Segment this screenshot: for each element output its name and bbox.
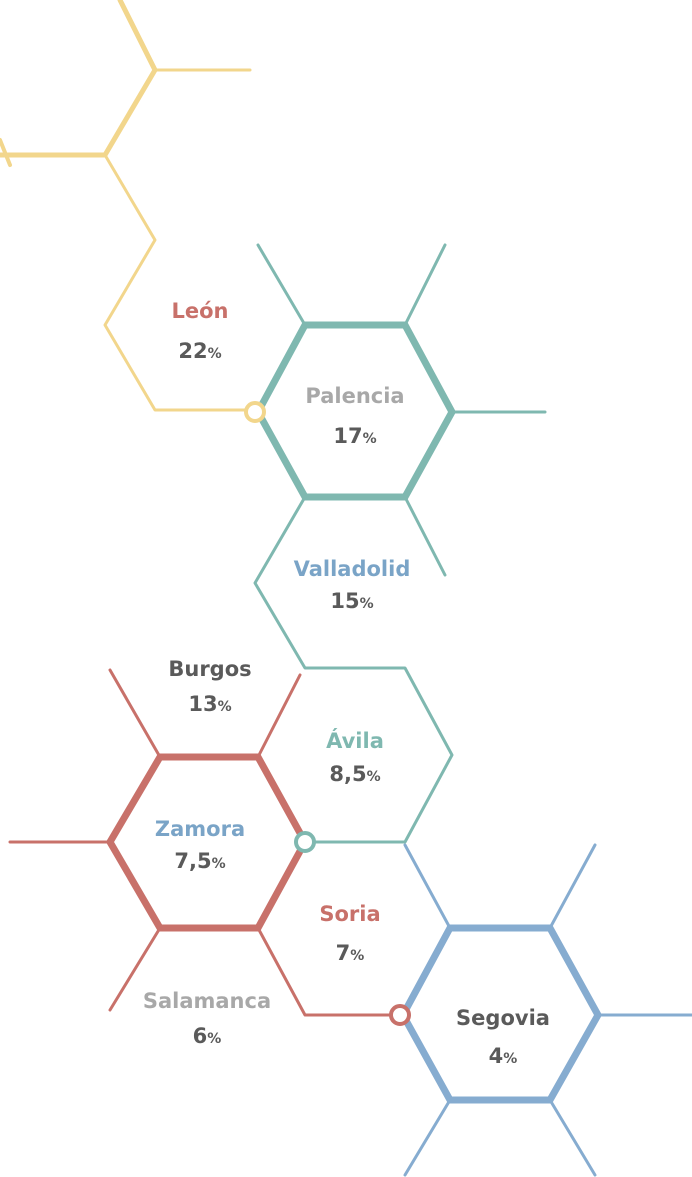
value-unit: % (367, 769, 381, 785)
value-number: 22 (178, 339, 207, 363)
blue-spike (550, 845, 595, 928)
region-name: Salamanca (143, 989, 271, 1013)
teal-spike (258, 245, 305, 325)
region-value: 22% (178, 339, 221, 363)
region-name: Zamora (155, 817, 245, 841)
region-name: Palencia (305, 384, 404, 408)
red-spike (110, 670, 160, 757)
region-value: 15% (330, 589, 373, 613)
region-name: Burgos (168, 657, 251, 681)
yellow-edge (0, 0, 155, 155)
joint (296, 833, 314, 851)
region-name: Segovia (456, 1006, 550, 1030)
teal-hexagon (255, 245, 545, 842)
value-number: 17 (333, 424, 362, 448)
value-unit: % (207, 1031, 221, 1047)
region-value: 7,5% (174, 849, 225, 873)
region-value: 17% (333, 424, 376, 448)
red-spike (258, 675, 300, 757)
region-value: 6% (193, 1024, 222, 1048)
value-number: 7,5 (174, 849, 211, 873)
value-number: 15 (330, 589, 359, 613)
value-unit: % (503, 1051, 517, 1067)
region-value: 4% (489, 1044, 518, 1068)
region-value: 13% (188, 692, 231, 716)
value-unit: % (360, 596, 374, 612)
value-unit: % (363, 431, 377, 447)
hexagon-frame (0, 0, 692, 1175)
teal-bold-edge (258, 325, 452, 497)
yellow-edge (105, 155, 250, 410)
value-number: 6 (193, 1024, 208, 1048)
joint (246, 403, 264, 421)
red-edge (258, 928, 392, 1015)
value-unit: % (208, 346, 222, 362)
infographic: León 22% Palencia 17% Valladolid 15% Burgos 13%… (0, 0, 692, 1177)
blue-spike (550, 1100, 595, 1175)
teal-spike (405, 245, 445, 325)
blue-spike (405, 1100, 450, 1175)
value-unit: % (350, 948, 364, 964)
labels: León 22% Palencia 17% Valladolid 15% Burgos 13%… (143, 299, 550, 1068)
value-number: 7 (336, 941, 351, 965)
red-bold-edge (110, 757, 305, 928)
blue-spike (405, 845, 450, 928)
value-number: 4 (489, 1044, 504, 1068)
region-name: Valladolid (294, 557, 411, 581)
region-value: 7% (336, 941, 365, 965)
value-number: 13 (188, 692, 217, 716)
teal-spike (405, 497, 445, 575)
value-number: 8,5 (329, 762, 366, 786)
joint (391, 1006, 409, 1024)
value-unit: % (218, 699, 232, 715)
region-name: Ávila (326, 728, 384, 753)
region-name: Soria (319, 902, 380, 926)
region-name: León (171, 299, 228, 323)
teal-edge (255, 497, 452, 842)
region-value: 8,5% (329, 762, 380, 786)
value-unit: % (212, 856, 226, 872)
